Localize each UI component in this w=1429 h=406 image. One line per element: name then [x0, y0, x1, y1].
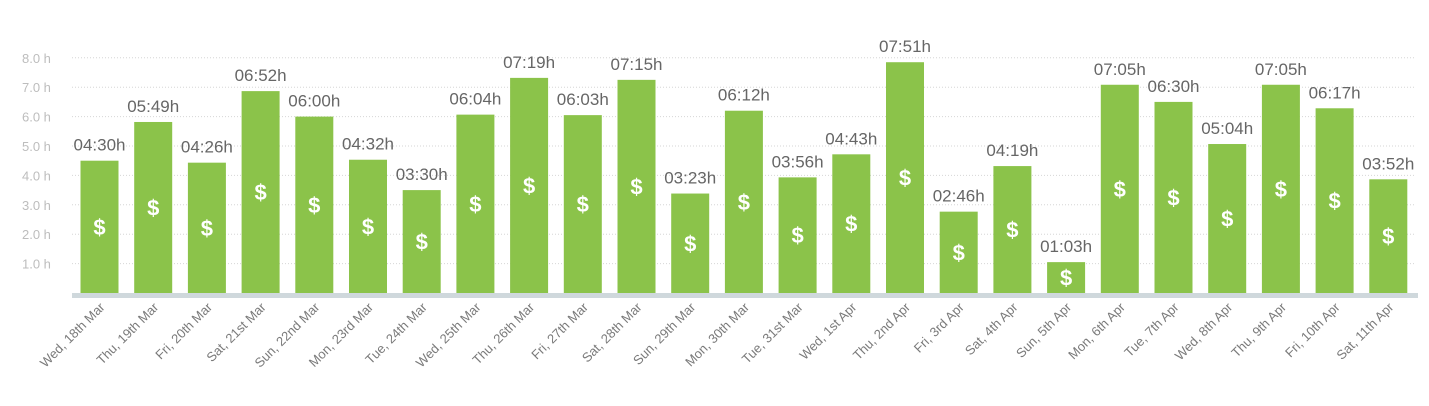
x-axis-baseline [72, 293, 1418, 298]
y-axis-ticks: 1.0 h 2.0 h 3.0 h 4.0 h 5.0 h 6.0 h 7.0 h 8.0 h [22, 51, 51, 272]
y-tick-label: 8.0 h [22, 51, 51, 66]
bar-value-label: 07:15h [611, 55, 663, 74]
bar-value-label: 06:30h [1148, 77, 1200, 96]
bar-value-label: 03:30h [396, 165, 448, 184]
bar[interactable] [1369, 179, 1408, 293]
bar-value-label: 05:49h [127, 97, 179, 116]
bar[interactable] [778, 177, 817, 293]
dollar-sign-icon: $ [147, 195, 159, 220]
x-category-label: Fri, 3rd Apr [911, 299, 968, 356]
dollar-sign-icon: $ [1382, 224, 1394, 249]
dollar-sign-icon: $ [791, 223, 803, 248]
bar[interactable] [1047, 262, 1086, 293]
bars: 04:30h $05:49h $04:26h $06:52h $06:00h $04:32… [74, 37, 1414, 294]
bar[interactable] [1154, 101, 1193, 294]
dollar-sign-icon: $ [1328, 189, 1340, 214]
y-tick-label: 4.0 h [22, 168, 51, 183]
bar[interactable] [134, 121, 173, 294]
dollar-sign-icon: $ [1167, 185, 1179, 210]
bar-value-label: 03:23h [664, 169, 716, 188]
bar[interactable] [510, 77, 549, 293]
bar-value-label: 06:03h [557, 90, 609, 109]
y-tick-label: 3.0 h [22, 198, 51, 213]
x-category-label: Thu, 9th Apr [1228, 299, 1289, 360]
bar[interactable] [832, 154, 871, 293]
x-category-label: Wed, 8th Apr [1172, 299, 1236, 363]
x-category-label: Sat, 11th Apr [1333, 299, 1397, 363]
bar-value-label: 04:30h [74, 136, 126, 155]
bar[interactable] [724, 110, 763, 293]
bar-value-label: 07:19h [503, 53, 555, 72]
y-tick-label: 6.0 h [22, 110, 51, 125]
bar[interactable] [563, 115, 602, 293]
dollar-sign-icon: $ [577, 192, 589, 217]
dollar-sign-icon: $ [899, 166, 911, 191]
bar-value-label: 06:12h [718, 86, 770, 105]
bar[interactable] [187, 162, 226, 293]
dollar-sign-icon: $ [738, 190, 750, 215]
bar[interactable] [993, 166, 1032, 293]
dollar-sign-icon: $ [308, 193, 320, 218]
bar-value-label: 06:00h [288, 92, 340, 111]
bar[interactable] [1261, 84, 1300, 294]
bar-value-label: 04:43h [825, 129, 877, 148]
bar[interactable] [617, 79, 656, 293]
bar-value-label: 07:05h [1094, 60, 1146, 79]
dollar-sign-icon: $ [93, 215, 105, 240]
dollar-sign-icon: $ [416, 230, 428, 255]
bar-value-label: 07:51h [879, 37, 931, 56]
bar-value-label: 05:04h [1201, 119, 1253, 138]
dollar-sign-icon: $ [362, 214, 374, 239]
bar-value-label: 02:46h [933, 187, 985, 206]
x-category-label: Thu, 2nd Apr [850, 299, 914, 363]
bar-value-label: 04:32h [342, 135, 394, 154]
dollar-sign-icon: $ [630, 174, 642, 199]
bar-value-label: 06:52h [235, 66, 287, 85]
dollar-sign-icon: $ [1275, 177, 1287, 202]
bar-value-label: 06:17h [1309, 83, 1361, 102]
dollar-sign-icon: $ [684, 231, 696, 256]
bar[interactable] [295, 116, 334, 293]
bar-value-label: 04:19h [986, 141, 1038, 160]
dollar-sign-icon: $ [1060, 266, 1072, 291]
y-tick-label: 5.0 h [22, 139, 51, 154]
dollar-sign-icon: $ [1006, 218, 1018, 243]
y-tick-label: 1.0 h [22, 257, 51, 272]
bar[interactable] [939, 211, 978, 293]
bar[interactable] [1315, 108, 1354, 293]
bar[interactable] [886, 62, 924, 294]
bar-value-label: 03:56h [772, 152, 824, 171]
x-category-label: Sat, 4th Apr [962, 299, 1021, 358]
dollar-sign-icon: $ [254, 180, 266, 205]
bar-value-label: 01:03h [1040, 237, 1092, 256]
bar[interactable] [1208, 144, 1247, 293]
dollar-sign-icon: $ [845, 212, 857, 237]
bar[interactable] [349, 159, 387, 293]
y-tick-label: 2.0 h [22, 227, 51, 242]
bar-value-label: 06:04h [449, 90, 501, 109]
bar[interactable] [80, 160, 119, 293]
bar[interactable] [671, 193, 710, 293]
dollar-sign-icon: $ [201, 216, 213, 241]
bar[interactable] [1100, 84, 1139, 294]
dollar-sign-icon: $ [1114, 177, 1126, 202]
x-category-label: Mon, 6th Apr [1065, 299, 1128, 362]
dollar-sign-icon: $ [1221, 207, 1233, 232]
y-tick-label: 7.0 h [22, 80, 51, 95]
bar[interactable] [241, 91, 280, 293]
bar[interactable] [456, 114, 495, 293]
dollar-sign-icon: $ [469, 192, 481, 217]
dollar-sign-icon: $ [523, 173, 535, 198]
bar-value-label: 04:26h [181, 138, 233, 157]
dollar-sign-icon: $ [953, 240, 965, 265]
bar-value-label: 03:52h [1362, 154, 1414, 173]
bar-value-label: 07:05h [1255, 60, 1307, 79]
bar[interactable] [402, 190, 441, 293]
